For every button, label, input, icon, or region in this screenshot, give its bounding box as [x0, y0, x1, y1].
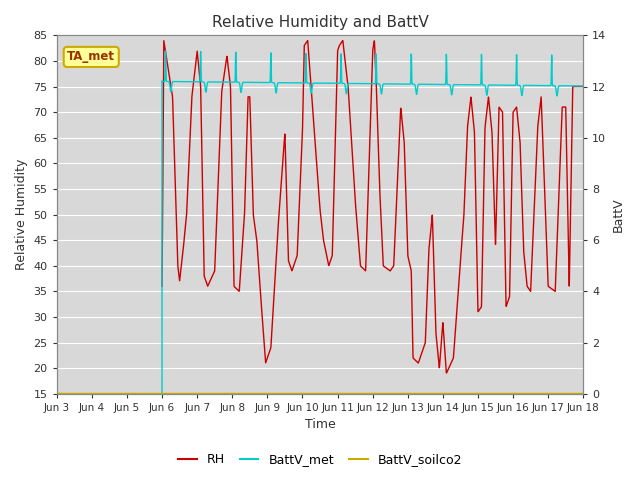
Title: Relative Humidity and BattV: Relative Humidity and BattV — [212, 15, 428, 30]
Y-axis label: BattV: BattV — [612, 197, 625, 232]
X-axis label: Time: Time — [305, 419, 335, 432]
Text: TA_met: TA_met — [67, 50, 115, 63]
Y-axis label: Relative Humidity: Relative Humidity — [15, 159, 28, 270]
Legend: RH, BattV_met, BattV_soilco2: RH, BattV_met, BattV_soilco2 — [173, 448, 467, 471]
